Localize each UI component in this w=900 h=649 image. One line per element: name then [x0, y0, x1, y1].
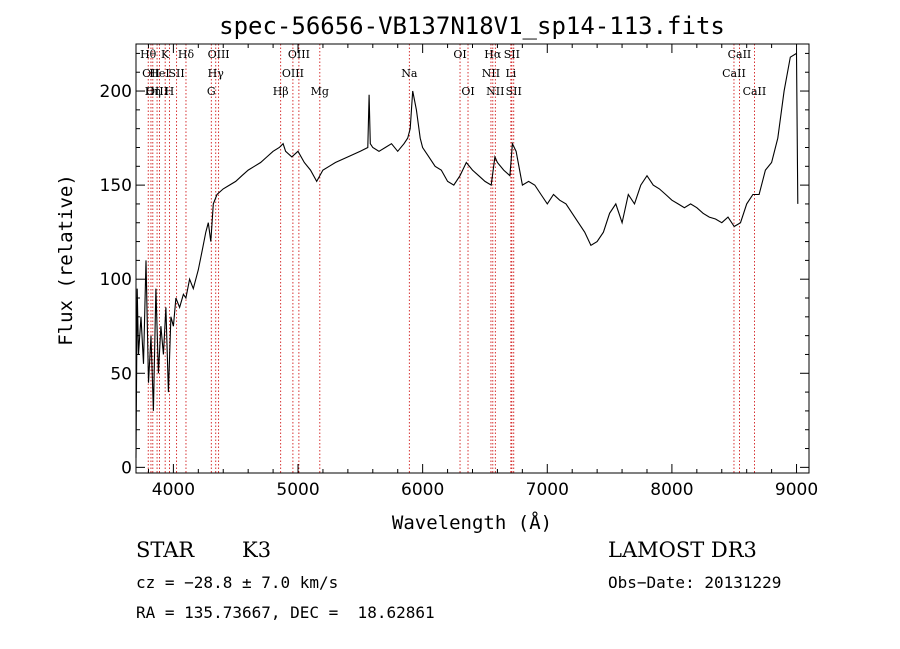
x-tick-label: 7000 — [526, 480, 569, 500]
y-axis-ticks: 0 50 100 150 200 — [100, 52, 809, 478]
line-marker-label: CaII — [722, 67, 746, 80]
line-marker-label: SII — [169, 67, 185, 80]
line-marker-label: H — [165, 85, 175, 98]
spectrum-line — [135, 52, 799, 458]
x-axis-ticks: 4000 5000 6000 7000 8000 9000 — [147, 44, 818, 500]
line-marker-label: CaII — [743, 85, 767, 98]
line-marker-label: Mg — [311, 85, 329, 98]
object-subclass: K3 — [242, 538, 272, 562]
y-tick-label: 50 — [110, 364, 132, 384]
observation-date: Obs−Date: 20131229 — [608, 573, 782, 592]
line-marker-label: G — [207, 85, 216, 98]
emission-line-labels: HθOIIHηOIIIHeIKHSIIHδGHγOIIIHβOIIIOIIIMg… — [140, 48, 766, 98]
x-tick-label: 9000 — [775, 480, 818, 500]
x-tick-label: 6000 — [401, 480, 444, 500]
line-marker-label: SII — [506, 85, 522, 98]
y-tick-label: 0 — [121, 458, 132, 478]
line-marker-label: Hγ — [208, 67, 225, 80]
radial-velocity: cz = −28.8 ± 7.0 km/s — [136, 573, 339, 592]
x-tick-label: 8000 — [650, 480, 693, 500]
x-axis-label: Wavelength (Å) — [392, 511, 552, 534]
y-tick-label: 150 — [100, 176, 132, 196]
line-marker-label: OI — [453, 48, 466, 61]
y-tick-label: 200 — [100, 82, 132, 102]
line-marker-label: Hθ — [140, 48, 157, 61]
line-marker-label: HeI — [149, 67, 169, 80]
line-marker-label: CaII — [728, 48, 752, 61]
emission-line-markers — [147, 44, 755, 473]
x-tick-label: 4000 — [152, 480, 195, 500]
line-marker-label: K — [161, 48, 170, 61]
line-marker-label: Hη — [145, 85, 161, 98]
line-marker-label: OIII — [208, 48, 230, 61]
line-marker-label: Hβ — [273, 85, 289, 98]
line-marker-label: Hα — [484, 48, 502, 61]
survey-name: LAMOST DR3 — [608, 538, 757, 562]
x-tick-label: 5000 — [276, 480, 319, 500]
y-axis-label: Flux (relative) — [55, 174, 77, 346]
line-marker-label: Hδ — [178, 48, 195, 61]
chart-title: spec-56656-VB137N18V1_sp14-113.fits — [219, 12, 725, 40]
line-marker-label: OI — [461, 85, 474, 98]
line-marker-label: OIII — [288, 48, 310, 61]
line-marker-label: OIII — [146, 85, 168, 98]
line-marker-label: OIII — [282, 67, 304, 80]
line-marker-label: OII — [142, 67, 160, 80]
y-tick-label: 100 — [100, 270, 132, 290]
line-marker-label: NII — [486, 85, 504, 98]
line-marker-label: SII — [504, 48, 520, 61]
plot-frame — [135, 43, 810, 474]
object-class: STAR — [136, 538, 195, 562]
line-marker-label: NII — [482, 67, 500, 80]
line-marker-label: Na — [401, 67, 418, 80]
line-marker-label: Li — [505, 67, 516, 80]
sky-coordinates: RA = 135.73667, DEC = 18.62861 — [136, 603, 435, 622]
